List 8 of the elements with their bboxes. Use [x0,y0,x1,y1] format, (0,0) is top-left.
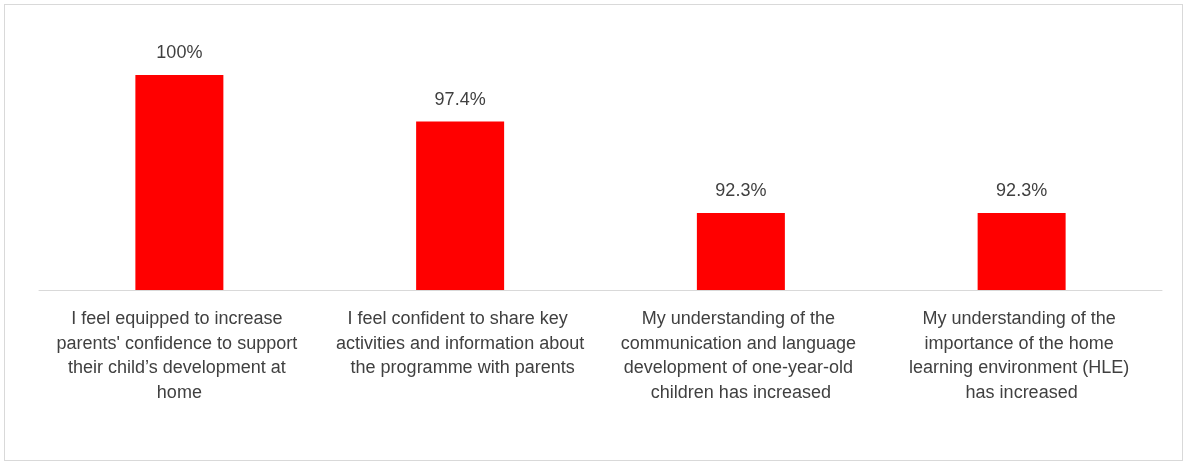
data-label: 92.3% [996,179,1048,200]
data-label: 100% [156,42,203,62]
data-label: 92.3% [715,179,767,200]
x-tick-label: My understanding of the communication and language development of one-year-old children has increased [620,308,861,402]
x-tick-label: My understanding of the importance of the home learning environment (HLE) has increased [909,308,1135,402]
data-label: 97.4% [434,88,486,109]
x-tick-label: I feel confident to share key activities and information about the programme with parents [336,308,585,378]
x-tick-label: I feel equipped to increase parents' confidence to support their child’s development at home [56,308,303,402]
